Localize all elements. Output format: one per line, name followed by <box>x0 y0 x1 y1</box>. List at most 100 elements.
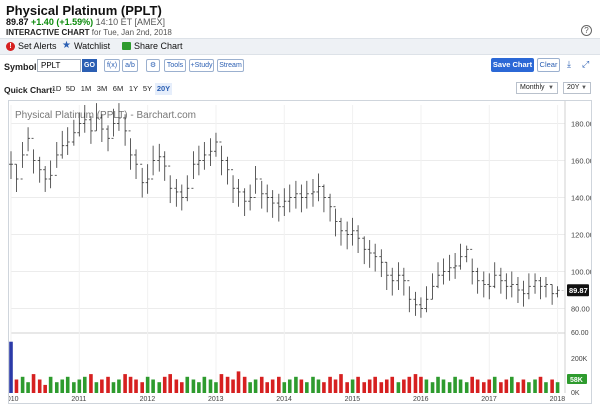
expand-icon[interactable]: ⤢ <box>582 59 590 69</box>
volume-bar <box>100 379 104 393</box>
volume-bar <box>31 374 36 393</box>
settings-button[interactable]: ⚙ <box>146 59 160 72</box>
volume-bar <box>270 379 275 393</box>
period-6m[interactable]: 6M <box>112 84 124 93</box>
volume-bar <box>299 379 304 393</box>
volume-bar <box>111 382 116 393</box>
volume-bar <box>117 379 121 393</box>
price-bar <box>77 112 82 137</box>
y-tick-label: 140.00 <box>571 194 591 203</box>
set-alerts-button[interactable]: ! Set Alerts <box>6 41 57 51</box>
period-5d[interactable]: 5D <box>65 84 76 93</box>
quick-chart-label: Quick Chart: <box>4 85 56 95</box>
watchlist-button[interactable]: ★ Watchlist <box>62 41 111 52</box>
x-tick-label: 2011 <box>71 396 86 403</box>
volume-bar <box>533 379 537 393</box>
period-1y[interactable]: 1Y <box>128 84 139 93</box>
price-bar <box>174 179 179 207</box>
volume-bar <box>322 382 326 393</box>
volume-bar <box>37 379 42 393</box>
chart-label: INTERACTIVE CHART <box>6 28 90 37</box>
chart-area[interactable]: Physical Platinum (PPLT) - Barchart.com … <box>8 100 592 404</box>
volume-bar <box>390 376 395 393</box>
price-bar <box>543 277 548 298</box>
volume-bar <box>305 382 309 393</box>
tools-button[interactable]: Tools <box>164 59 186 72</box>
volume-bar <box>521 379 526 393</box>
volume-bar <box>180 382 184 393</box>
share-chart-button[interactable]: Share Chart <box>122 41 183 51</box>
save-chart-button[interactable]: Save Chart <box>491 58 534 72</box>
price-bar <box>253 166 258 198</box>
volume-tick-label: 200K <box>571 356 588 363</box>
volume-bar <box>128 376 133 393</box>
volume-bar <box>277 376 281 393</box>
period-1m[interactable]: 1M <box>80 84 92 93</box>
period-3m[interactable]: 3M <box>96 84 108 93</box>
volume-last-badge <box>567 374 587 384</box>
volume-bar <box>544 382 548 393</box>
gear-icon: ⚙ <box>149 62 157 69</box>
frequency-value: Monthly <box>520 84 545 91</box>
volume-bar <box>20 376 25 393</box>
price-bar <box>225 156 230 185</box>
last-price-badge <box>567 284 589 297</box>
function-button[interactable]: f(x) <box>104 59 120 72</box>
volume-bar <box>54 382 59 393</box>
symbol-input[interactable] <box>37 59 81 72</box>
price-bar <box>396 262 401 290</box>
volume-bar <box>26 382 30 393</box>
volume-bar <box>362 382 367 393</box>
period-20y[interactable]: 20Y <box>155 83 172 95</box>
volume-axis: 60.00 200K 58K 0K <box>567 330 589 397</box>
study-button[interactable]: +Study <box>189 59 214 72</box>
period-1d[interactable]: 1D <box>51 84 62 93</box>
volume-bar <box>339 374 343 393</box>
range-select[interactable]: 20Y ▼ <box>563 82 591 94</box>
watchlist-label: Watchlist <box>73 41 111 51</box>
download-icon[interactable]: ⤓ <box>567 59 571 69</box>
price-bar <box>145 164 150 194</box>
price-bar <box>213 132 218 157</box>
price-bar <box>37 156 42 183</box>
price-bar <box>116 103 121 131</box>
price-bar <box>401 267 406 296</box>
price-bar <box>140 163 145 198</box>
volume-bar <box>396 382 401 393</box>
go-button[interactable]: GO <box>82 59 97 72</box>
y-tick-label: 180.00 <box>571 120 591 129</box>
price-bar <box>533 273 538 294</box>
volume-bar <box>504 379 509 393</box>
y-tick-label: 100.00 <box>571 268 591 277</box>
clear-button[interactable]: Clear <box>537 58 560 72</box>
price-bar <box>310 179 315 207</box>
volume-bars <box>9 341 560 393</box>
price-bar <box>418 297 423 318</box>
quote-line: 89.87 +1.40 (+1.59%) 14:10 ET [AMEX] <box>6 17 165 27</box>
stream-button[interactable]: Stream <box>217 59 244 72</box>
chart-title: Physical Platinum (PPLT) - Barchart.com <box>15 110 196 121</box>
volume-bar <box>43 384 47 393</box>
help-icon[interactable]: ? <box>581 25 592 36</box>
volume-tick-label: 0K <box>571 390 580 397</box>
price-bar <box>441 258 446 285</box>
ratio-button[interactable]: a/b <box>122 59 138 72</box>
price-bar <box>157 143 162 172</box>
volume-bar <box>48 376 53 393</box>
price-chart[interactable]: Physical Platinum (PPLT) - Barchart.com … <box>9 101 591 403</box>
frequency-select[interactable]: Monthly ▼ <box>516 82 558 94</box>
price-bar <box>276 193 281 222</box>
period-5y[interactable]: 5Y <box>142 84 153 93</box>
volume-bar <box>174 379 179 393</box>
chart-date: for Tue, Jan 2nd, 2018 <box>91 28 172 37</box>
chevron-down-icon: ▼ <box>581 85 587 91</box>
price-bar <box>362 236 367 265</box>
share-icon <box>122 42 131 50</box>
volume-bar <box>185 376 190 393</box>
price-bar <box>384 261 389 290</box>
chart-grid <box>10 101 566 393</box>
price-bar <box>464 245 469 263</box>
y-tick-label: 120.00 <box>571 231 591 240</box>
volume-bar <box>168 374 172 393</box>
x-tick-label: 2012 <box>140 396 156 403</box>
